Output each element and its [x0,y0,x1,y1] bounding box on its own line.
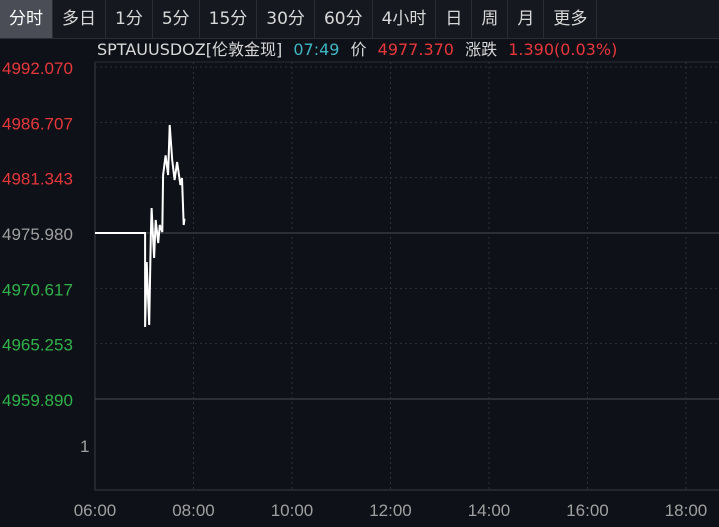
change-label: 涨跌 [465,40,498,59]
price-value: 4977.370 [377,40,454,59]
period-tabs: 分时 多日 1分 5分 15分 30分 60分 4小时日周月更多 [0,0,719,39]
x-tick-label: 12:00 [369,501,412,520]
y-tick-label: 4959.890 [2,391,73,410]
tab-0[interactable]: 分时 [0,0,53,38]
tab-5[interactable]: 30分 [257,0,315,38]
tab-8[interactable]: 日 [436,0,473,38]
tab-11[interactable]: 更多 [544,0,598,38]
y-tick-label: 4986.707 [2,114,73,133]
x-tick-label: 06:00 [74,501,117,520]
y-tick-label: 4992.070 [2,59,73,78]
x-tick-label: 08:00 [172,501,215,520]
y-tick-label: 4981.343 [2,170,73,189]
y-tick-label: 4975.980 [2,225,73,244]
price-line [95,124,186,328]
y-tick-label: 4970.617 [2,280,73,299]
tab-6[interactable]: 60分 [315,0,373,38]
x-tick-label: 18:00 [665,501,708,520]
tab-4[interactable]: 15分 [200,0,258,38]
x-tick-label: 14:00 [468,501,511,520]
x-tick-label: 10:00 [271,501,314,520]
tab-2[interactable]: 1分 [106,0,153,38]
y-tick-label: 1 [80,437,89,456]
y-tick-label: 4965.253 [2,336,73,355]
change-value: 1.390(0.03%) [508,40,618,59]
price-label: 价 [350,40,367,59]
quote-header: SPTAUUSDOZ[伦敦金现] 07:49 价 4977.370 涨跌 1.3… [97,38,623,62]
tab-3[interactable]: 5分 [153,0,200,38]
symbol-name: SPTAUUSDOZ[伦敦金现] [97,40,283,59]
tab-1[interactable]: 多日 [53,0,106,38]
quote-time: 07:49 [293,40,340,59]
tab-9[interactable]: 周 [472,0,509,38]
tab-10[interactable]: 月 [508,0,545,38]
tab-7[interactable]: 4小时 [373,0,437,38]
x-tick-label: 16:00 [566,501,609,520]
